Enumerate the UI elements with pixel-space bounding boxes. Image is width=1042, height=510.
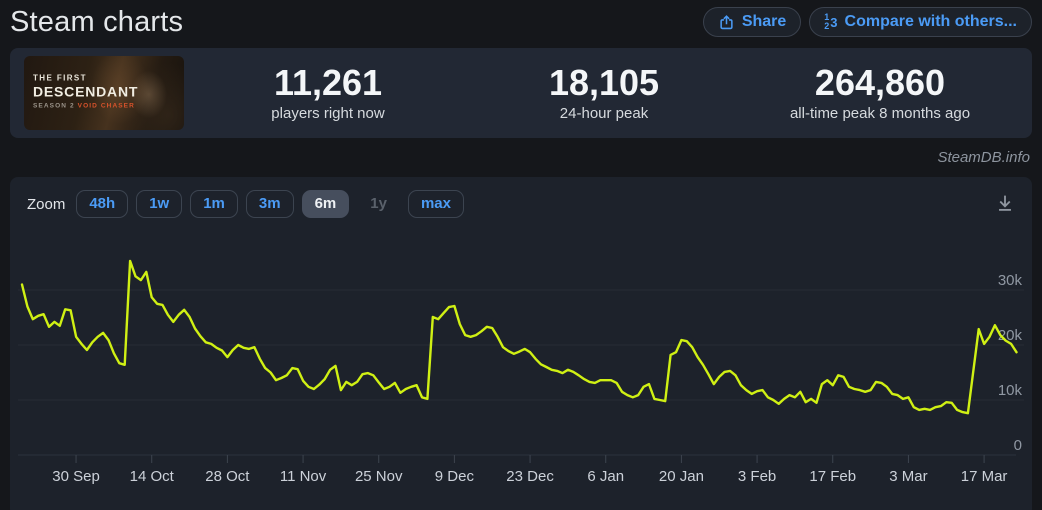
player-count-line xyxy=(20,259,1018,415)
svg-text:3 Feb: 3 Feb xyxy=(738,468,776,485)
game-capsule-image[interactable]: THE FIRST DESCENDANT SEASON 2 VOID CHASER xyxy=(24,56,184,130)
share-button[interactable]: Share xyxy=(702,7,802,37)
svg-text:30k: 30k xyxy=(998,272,1023,289)
game-title-top: THE FIRST xyxy=(33,73,87,83)
chart-panel: Zoom 48h 1w 1m 3m 6m 1y max 0 10k 20k 30k 30 Sep 14… xyxy=(10,177,1032,510)
24h-peak-label: 24-hour peak xyxy=(559,104,649,122)
compare-123-icon: 1 2 3 xyxy=(824,12,838,31)
share-icon xyxy=(718,14,735,31)
svg-text:9 Dec: 9 Dec xyxy=(435,468,475,485)
alltime-peak-label: all-time peak 8 months ago xyxy=(789,104,971,122)
chart-toolbar: Zoom 48h 1w 1m 3m 6m 1y max xyxy=(10,177,1032,218)
svg-text:11 Nov: 11 Nov xyxy=(280,468,327,485)
svg-text:17 Feb: 17 Feb xyxy=(809,468,856,485)
svg-text:6 Jan: 6 Jan xyxy=(587,468,624,485)
steamdb-watermark: SteamDB.info xyxy=(937,149,1030,166)
watermark-row: SteamDB.info xyxy=(10,138,1032,177)
svg-text:20 Jan: 20 Jan xyxy=(659,468,704,485)
zoom-range-1y: 1y xyxy=(357,190,400,218)
x-axis-ticks xyxy=(75,455,985,463)
stat-alltime-peak: 264,860 all-time peak 8 months ago xyxy=(742,64,1018,122)
svg-text:17 Mar: 17 Mar xyxy=(961,468,1008,485)
zoom-range-buttons: 48h 1w 1m 3m 6m 1y max xyxy=(76,190,464,218)
x-axis-labels: 30 Sep 14 Oct 28 Oct 11 Nov 25 Nov 9 Dec 23 De… xyxy=(52,468,1007,485)
current-players-value: 11,261 xyxy=(273,62,383,104)
svg-text:25 Nov: 25 Nov xyxy=(355,468,403,485)
compare-button-label: Compare with others... xyxy=(844,13,1017,30)
page-header: Steam charts Share 1 2 3 xyxy=(10,0,1032,44)
game-season-line: SEASON 2 VOID CHASER xyxy=(33,102,135,110)
svg-text:23 Dec: 23 Dec xyxy=(506,468,554,485)
game-title-main: DESCENDANT xyxy=(33,83,139,100)
zoom-range-6m[interactable]: 6m xyxy=(301,190,350,218)
svg-text:28 Oct: 28 Oct xyxy=(205,468,250,485)
stat-current-players: 11,261 players right now xyxy=(190,64,466,122)
zoom-range-3m[interactable]: 3m xyxy=(245,190,294,218)
stat-24h-peak: 18,105 24-hour peak xyxy=(466,64,742,122)
share-button-label: Share xyxy=(741,13,787,30)
page-title: Steam charts xyxy=(10,5,184,38)
download-icon[interactable] xyxy=(994,192,1016,219)
alltime-peak-value: 264,860 xyxy=(814,62,946,104)
svg-text:0: 0 xyxy=(1014,437,1022,454)
svg-text:30 Sep: 30 Sep xyxy=(52,468,100,485)
stats-panel: THE FIRST DESCENDANT SEASON 2 VOID CHASER… xyxy=(10,48,1032,138)
chart-gridlines xyxy=(18,289,1024,456)
zoom-range-max[interactable]: max xyxy=(407,190,464,218)
zoom-range-48h[interactable]: 48h xyxy=(76,190,129,218)
header-buttons: Share 1 2 3 Compare with others... xyxy=(702,7,1032,37)
svg-text:3 Mar: 3 Mar xyxy=(889,468,927,485)
zoom-label: Zoom xyxy=(27,195,66,213)
zoom-range-1w[interactable]: 1w xyxy=(136,190,183,218)
24h-peak-value: 18,105 xyxy=(548,62,660,104)
svg-text:10k: 10k xyxy=(998,382,1023,399)
current-players-label: players right now xyxy=(271,104,385,122)
zoom-range-1m[interactable]: 1m xyxy=(190,190,238,218)
compare-button[interactable]: 1 2 3 Compare with others... xyxy=(809,7,1032,37)
svg-text:14 Oct: 14 Oct xyxy=(130,468,175,485)
